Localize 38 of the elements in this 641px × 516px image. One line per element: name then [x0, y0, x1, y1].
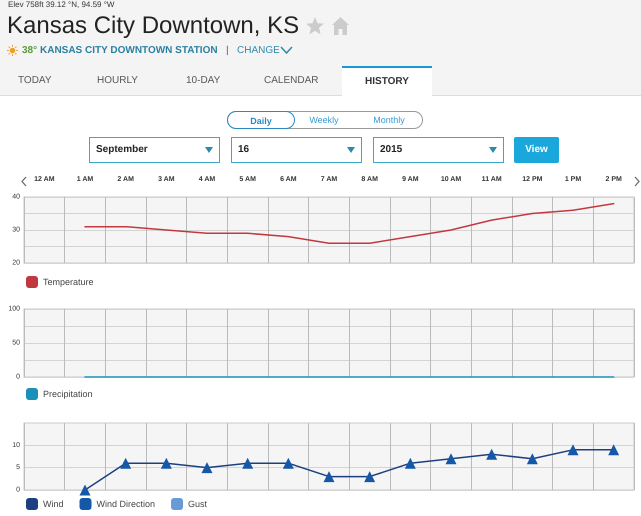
point: [242, 458, 254, 469]
line-series: [84, 202, 614, 244]
point: [80, 484, 90, 496]
point: [568, 444, 578, 456]
legend-label: Temperature: [43, 277, 94, 287]
chart-title: Kansas City Downtown, KS: [7, 12, 300, 40]
text: CALENDAR: [264, 74, 318, 88]
text: 2015: [373, 137, 504, 163]
text: 16: [231, 137, 362, 163]
legend-label: Wind: [43, 499, 64, 509]
text: TODAY: [18, 74, 52, 88]
text: Monthly: [372, 114, 406, 127]
text: September: [89, 137, 220, 163]
point: [120, 458, 132, 469]
point: [202, 462, 212, 474]
text: KANSAS CITY DOWNTOWN STATION: [40, 45, 218, 56]
point: [160, 458, 172, 469]
text: CHANGE: [237, 45, 280, 56]
text: Elev 758ft 39.12 °N, 94.59 °W: [8, 0, 114, 9]
point: [364, 471, 376, 482]
legend-label: Wind Direction: [96, 499, 156, 509]
text: 10-DAY: [186, 74, 220, 88]
text: Daily: [227, 111, 295, 129]
point: [282, 458, 294, 469]
point: [324, 471, 334, 482]
text: Weekly: [308, 114, 340, 127]
text: HOURLY: [97, 74, 138, 88]
point: [486, 448, 498, 460]
point: [526, 453, 538, 464]
point: [608, 444, 620, 456]
legend-label: Precipitation: [43, 389, 93, 399]
text: 38°: [22, 45, 38, 56]
text: |: [226, 45, 229, 56]
point: [404, 458, 416, 469]
legend-label: Gust: [188, 499, 208, 509]
point: [446, 453, 456, 464]
text: View: [514, 137, 559, 163]
text: HISTORY: [342, 66, 432, 96]
